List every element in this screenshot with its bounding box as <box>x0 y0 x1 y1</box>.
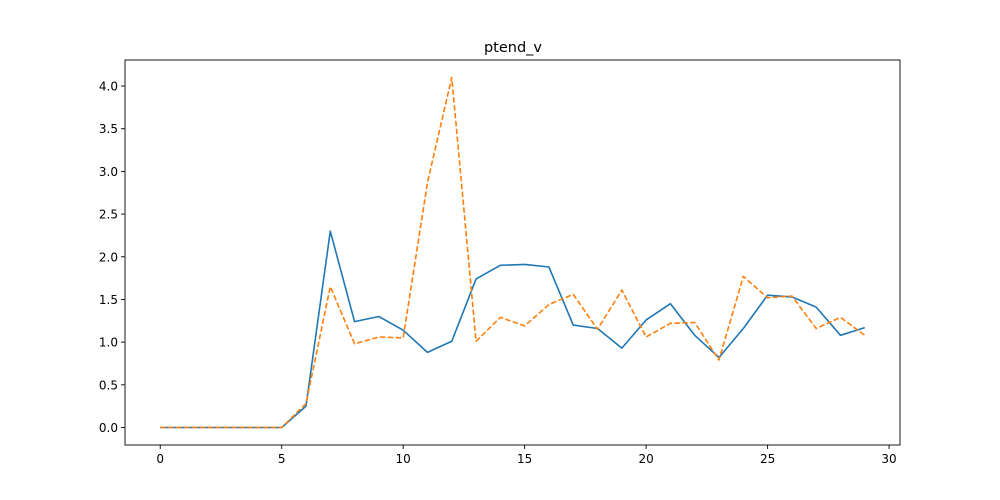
y-tick-label: 1.0 <box>99 336 118 350</box>
plot-lines <box>160 76 866 429</box>
y-tick-label: 1.5 <box>99 293 118 307</box>
axes-frame <box>124 59 901 446</box>
x-tick-label: 0 <box>156 452 164 466</box>
y-tick-label: 3.0 <box>99 165 118 179</box>
y-tick-label: 4.0 <box>99 80 118 94</box>
y-tick-label: 0.0 <box>99 421 118 435</box>
x-tick-label: 30 <box>881 452 896 466</box>
x-axis: 0 5 10 15 20 25 30 <box>156 445 897 466</box>
y-tick-label: 3.5 <box>99 122 118 136</box>
y-axis: 0.0 0.5 1.0 1.5 2.0 2.5 3.0 3.5 4.0 <box>99 80 125 435</box>
y-tick-label: 2.5 <box>99 208 118 222</box>
series-line-2 <box>160 76 866 429</box>
x-tick-label: 10 <box>396 452 411 466</box>
plot-frame <box>124 59 901 446</box>
x-tick-label: 20 <box>638 452 653 466</box>
x-tick-label: 5 <box>278 452 286 466</box>
x-tick-label: 25 <box>760 452 775 466</box>
y-tick-label: 0.5 <box>99 378 118 392</box>
chart-title: ptend_v <box>484 40 542 56</box>
series-line-1 <box>160 230 866 429</box>
x-tick-label: 15 <box>517 452 532 466</box>
y-tick-label: 2.0 <box>99 250 118 264</box>
